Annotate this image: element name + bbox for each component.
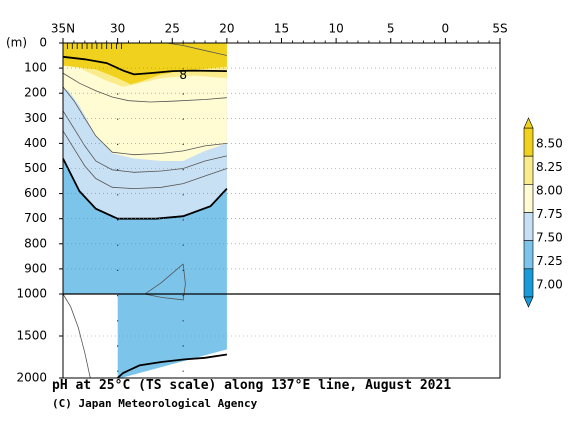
colorbar-swatch <box>523 268 534 298</box>
contour-7.40-loop <box>143 263 186 301</box>
y-tick-label: 500 <box>24 161 47 175</box>
colorbar-label: 7.00 <box>536 277 563 291</box>
chart-title: pH at 25°C (TS scale) along 137°E line, … <box>52 378 452 393</box>
contour-8.15 <box>62 72 227 103</box>
chart-credit: (C) Japan Meteorological Agency <box>52 397 258 410</box>
y-tick-label: 800 <box>24 236 47 250</box>
x-tick-label: 5 <box>387 22 395 36</box>
colorbar-label: 8.25 <box>536 160 563 174</box>
colorbar-label: 7.50 <box>536 230 563 244</box>
colorbar: 8.50 8.25 8.00 7.75 7.50 7.25 7.00 <box>523 117 563 308</box>
x-tick-label: 20 <box>219 22 234 36</box>
contour-label: 8 <box>179 68 187 82</box>
station-markers <box>66 43 184 378</box>
contour-7.85 <box>62 110 227 173</box>
colorbar-bottom-arrow <box>523 296 534 308</box>
x-tick-label: 0 <box>442 22 450 36</box>
contour-7.25 <box>116 353 228 379</box>
ph-contour-lines <box>62 42 228 379</box>
y-tick-label: 900 <box>24 261 47 275</box>
y-tick-label: 200 <box>24 86 47 100</box>
x-tick-label: 5S <box>492 22 507 36</box>
no-data-region <box>63 294 118 378</box>
y-tick-label: 100 <box>24 61 47 75</box>
x-axis-ticks: 35N 30 25 20 15 10 5 0 5S <box>51 22 508 43</box>
colorbar-label: 8.00 <box>536 184 563 198</box>
colorbar-top-arrow <box>523 117 534 129</box>
contour-8.30 <box>166 42 227 56</box>
contour-7.80 <box>62 130 228 190</box>
contour-7.95 <box>62 86 227 156</box>
colorbar-swatch <box>523 184 534 213</box>
contour-labels: 8 <box>179 68 187 82</box>
colorbar-label: 8.50 <box>536 137 563 151</box>
colorbar-swatch <box>523 127 534 157</box>
x-tick-label: 15 <box>274 22 289 36</box>
colorbar-label: 7.75 <box>536 207 563 221</box>
y-unit-label: (m) <box>6 36 27 50</box>
x-tick-label: 35N <box>51 22 75 36</box>
x-tick-label: 30 <box>110 22 125 36</box>
colorbar-swatch <box>523 240 534 270</box>
fill-8.25-8.50 <box>63 43 227 85</box>
contour-7.50 <box>62 158 228 220</box>
y-tick-label: 700 <box>24 211 47 225</box>
colorbar-label: 7.25 <box>536 254 563 268</box>
y-tick-label: 400 <box>24 136 47 150</box>
y-tick-label: 1000 <box>16 287 47 301</box>
colorbar-swatch <box>523 155 534 185</box>
x-tick-label: 10 <box>328 22 343 36</box>
axes-frame <box>62 42 501 379</box>
y-tick-label: 600 <box>24 186 47 200</box>
colorbar-swatch <box>523 212 534 241</box>
contour-7.60-left <box>62 293 91 379</box>
y-tick-label: 300 <box>24 111 47 125</box>
y-axis-ticks: (m) 0 100 200 300 400 500 600 700 800 900 1000 1500 2… <box>6 36 63 385</box>
x-tick-label: 25 <box>165 22 180 36</box>
contour-8.00 <box>62 55 227 76</box>
y-tick-label: 1500 <box>16 329 47 343</box>
y-tick-label: 0 <box>39 36 47 50</box>
y-tick-label: 2000 <box>16 371 47 385</box>
